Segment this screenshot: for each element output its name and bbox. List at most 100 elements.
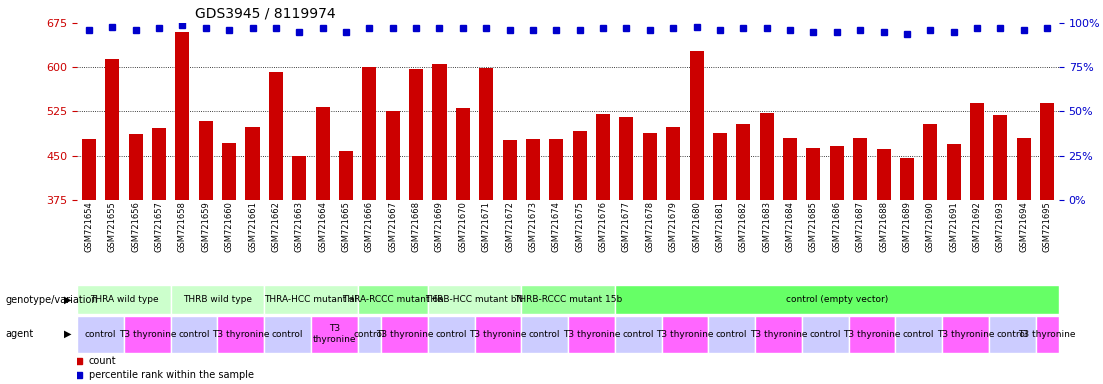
Text: T3 thyronine: T3 thyronine: [843, 329, 901, 339]
Bar: [923, 124, 938, 384]
Text: control: control: [996, 329, 1028, 339]
FancyBboxPatch shape: [265, 316, 311, 353]
Bar: [199, 121, 213, 384]
Bar: [877, 149, 890, 384]
Bar: [503, 140, 516, 384]
Bar: [760, 113, 773, 384]
Text: THRA-RCCC mutant 6a: THRA-RCCC mutant 6a: [342, 295, 443, 304]
FancyBboxPatch shape: [77, 285, 171, 314]
FancyBboxPatch shape: [357, 316, 381, 353]
Bar: [994, 116, 1007, 384]
Bar: [339, 151, 353, 384]
Text: THRB-RCCC mutant 15b: THRB-RCCC mutant 15b: [514, 295, 622, 304]
Text: percentile rank within the sample: percentile rank within the sample: [89, 370, 254, 380]
Bar: [292, 156, 307, 384]
Text: control (empty vector): control (empty vector): [785, 295, 888, 304]
FancyBboxPatch shape: [756, 316, 802, 353]
Text: control: control: [716, 329, 748, 339]
Bar: [526, 139, 540, 384]
FancyBboxPatch shape: [1036, 316, 1059, 353]
Bar: [620, 117, 633, 384]
FancyBboxPatch shape: [357, 285, 428, 314]
FancyBboxPatch shape: [474, 316, 522, 353]
Bar: [1040, 103, 1054, 384]
FancyBboxPatch shape: [171, 285, 265, 314]
FancyBboxPatch shape: [942, 316, 988, 353]
Bar: [175, 32, 190, 384]
Text: THRB-HCC mutant bN: THRB-HCC mutant bN: [426, 295, 524, 304]
Bar: [666, 127, 681, 384]
FancyBboxPatch shape: [614, 316, 662, 353]
Text: control: control: [179, 329, 210, 339]
Bar: [105, 59, 119, 384]
Bar: [246, 127, 259, 384]
Text: T3 thyronine: T3 thyronine: [469, 329, 526, 339]
Text: THRA wild type: THRA wild type: [89, 295, 158, 304]
FancyBboxPatch shape: [77, 316, 124, 353]
FancyBboxPatch shape: [896, 316, 942, 353]
Bar: [737, 124, 750, 384]
FancyBboxPatch shape: [848, 316, 896, 353]
FancyBboxPatch shape: [217, 316, 265, 353]
Text: control: control: [622, 329, 654, 339]
Bar: [806, 149, 821, 384]
Text: control: control: [529, 329, 560, 339]
FancyBboxPatch shape: [522, 316, 568, 353]
Text: control: control: [271, 329, 303, 339]
Bar: [129, 134, 142, 384]
Bar: [432, 64, 447, 384]
Text: control: control: [436, 329, 467, 339]
FancyBboxPatch shape: [522, 285, 614, 314]
Text: T3 thyronine: T3 thyronine: [750, 329, 807, 339]
Text: T3 thyronine: T3 thyronine: [656, 329, 714, 339]
Bar: [82, 139, 96, 384]
Text: T3 thyronine: T3 thyronine: [212, 329, 269, 339]
Bar: [1017, 139, 1031, 384]
Text: T3 thyronine: T3 thyronine: [563, 329, 620, 339]
Bar: [456, 108, 470, 384]
Bar: [549, 139, 564, 384]
FancyBboxPatch shape: [988, 316, 1036, 353]
Bar: [900, 158, 914, 384]
Bar: [222, 143, 236, 384]
Bar: [479, 68, 493, 384]
Bar: [689, 51, 704, 384]
FancyBboxPatch shape: [662, 316, 708, 353]
FancyBboxPatch shape: [614, 285, 1059, 314]
FancyBboxPatch shape: [124, 316, 171, 353]
Text: control: control: [354, 329, 385, 339]
FancyBboxPatch shape: [311, 316, 357, 353]
FancyBboxPatch shape: [802, 316, 848, 353]
Text: T3 thyronine: T3 thyronine: [936, 329, 994, 339]
Text: T3 thyronine: T3 thyronine: [376, 329, 433, 339]
Bar: [269, 73, 282, 384]
FancyBboxPatch shape: [265, 285, 357, 314]
Text: control: control: [85, 329, 116, 339]
Bar: [152, 128, 167, 384]
Bar: [643, 133, 657, 384]
Bar: [829, 146, 844, 384]
Text: T3 thyronine: T3 thyronine: [1018, 329, 1075, 339]
Bar: [970, 103, 984, 384]
FancyBboxPatch shape: [171, 316, 217, 353]
FancyBboxPatch shape: [381, 316, 428, 353]
Bar: [946, 144, 961, 384]
Text: T3 thyronine: T3 thyronine: [119, 329, 176, 339]
Bar: [386, 111, 399, 384]
Text: agent: agent: [6, 329, 34, 339]
Bar: [409, 69, 424, 384]
Text: THRA-HCC mutant al: THRA-HCC mutant al: [265, 295, 357, 304]
Bar: [315, 107, 330, 384]
Text: count: count: [89, 356, 117, 366]
FancyBboxPatch shape: [708, 316, 756, 353]
FancyBboxPatch shape: [428, 285, 522, 314]
Text: control: control: [903, 329, 934, 339]
FancyBboxPatch shape: [568, 316, 614, 353]
Text: ▶: ▶: [64, 329, 72, 339]
Bar: [854, 139, 867, 384]
Text: ▶: ▶: [64, 295, 72, 305]
Text: T3
thyronine: T3 thyronine: [312, 324, 356, 344]
Bar: [572, 131, 587, 384]
Bar: [713, 133, 727, 384]
Text: control: control: [810, 329, 840, 339]
